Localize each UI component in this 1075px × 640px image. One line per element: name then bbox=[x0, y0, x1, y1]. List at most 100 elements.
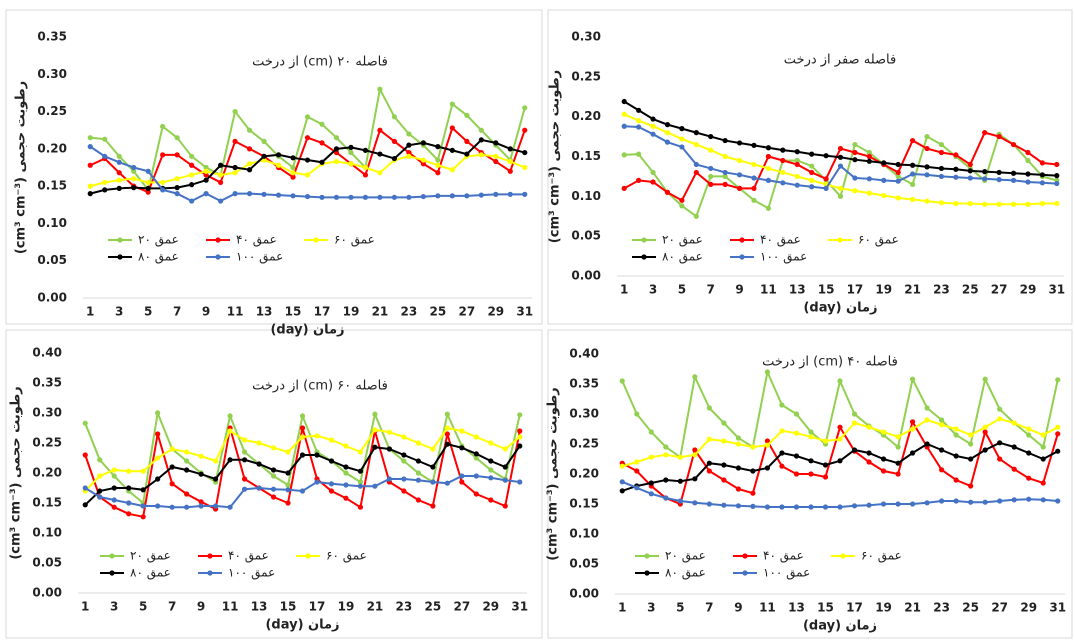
data-point bbox=[111, 485, 117, 491]
x-tick-label: 5 bbox=[678, 283, 686, 297]
x-tick-label: 13 bbox=[789, 283, 806, 297]
data-point bbox=[982, 169, 988, 175]
legend-label: عمق ۴۰ bbox=[228, 549, 269, 564]
data-point bbox=[415, 458, 421, 464]
y-tick-label: 0.15 bbox=[37, 179, 67, 193]
data-point bbox=[406, 131, 412, 137]
y-tick-label: 0.00 bbox=[571, 269, 601, 283]
data-point bbox=[967, 161, 973, 168]
data-point bbox=[285, 449, 291, 455]
data-point bbox=[198, 471, 204, 477]
y-tick-label: 0.05 bbox=[37, 253, 67, 267]
data-point bbox=[692, 476, 698, 482]
data-point bbox=[270, 473, 277, 479]
data-point bbox=[866, 158, 872, 164]
x-tick-label: 1 bbox=[620, 283, 628, 297]
x-tick-label: 31 bbox=[511, 600, 528, 614]
panel-frame bbox=[5, 329, 543, 639]
data-point bbox=[664, 130, 671, 136]
data-point bbox=[343, 495, 349, 501]
data-point bbox=[953, 432, 959, 438]
data-point bbox=[794, 157, 800, 164]
x-axis-label: زمان (day) bbox=[803, 619, 877, 634]
data-point bbox=[449, 167, 455, 173]
data-point bbox=[823, 153, 829, 159]
data-point bbox=[377, 127, 383, 133]
data-point bbox=[765, 153, 772, 160]
data-point bbox=[765, 165, 772, 172]
data-point bbox=[822, 438, 829, 444]
data-point bbox=[779, 463, 785, 469]
data-point bbox=[217, 179, 224, 186]
data-point bbox=[444, 441, 450, 447]
data-point bbox=[464, 151, 470, 157]
data-point bbox=[663, 477, 669, 483]
x-tick-label: 7 bbox=[168, 600, 176, 614]
data-point bbox=[357, 504, 364, 510]
data-point bbox=[793, 411, 800, 417]
data-point bbox=[621, 111, 627, 117]
x-tick-label: 13 bbox=[256, 305, 273, 319]
data-point bbox=[634, 468, 640, 474]
data-point bbox=[478, 192, 484, 198]
y-axis-label: رطوبت حجمی (cm³ cm⁻³) bbox=[9, 386, 24, 559]
x-tick-label: 25 bbox=[962, 601, 979, 615]
data-point bbox=[372, 483, 378, 489]
data-point bbox=[909, 137, 916, 144]
data-point bbox=[502, 464, 508, 470]
data-point bbox=[372, 444, 378, 450]
data-point bbox=[693, 169, 699, 176]
data-point bbox=[155, 455, 161, 461]
data-point bbox=[212, 458, 219, 464]
chart-title: فاصله ۶۰ (cm) از درخت bbox=[252, 379, 388, 394]
data-point bbox=[290, 170, 296, 176]
data-point bbox=[721, 438, 727, 444]
data-point bbox=[1039, 200, 1045, 207]
y-tick-label: 0.15 bbox=[569, 497, 599, 511]
data-point bbox=[97, 473, 103, 479]
data-point bbox=[765, 145, 772, 151]
data-point bbox=[362, 147, 369, 153]
y-tick-label: 0.35 bbox=[32, 376, 62, 390]
data-point bbox=[880, 468, 887, 474]
y-tick-label: 0.05 bbox=[569, 557, 599, 571]
data-point bbox=[174, 135, 180, 141]
legend-marker bbox=[305, 553, 311, 559]
data-point bbox=[126, 511, 132, 517]
data-point bbox=[881, 192, 887, 199]
data-point bbox=[391, 138, 398, 144]
data-point bbox=[174, 176, 180, 182]
data-point bbox=[362, 164, 369, 171]
x-tick-label: 29 bbox=[487, 305, 504, 319]
data-point bbox=[621, 98, 627, 105]
data-point bbox=[837, 163, 844, 169]
data-point bbox=[924, 172, 930, 178]
data-point bbox=[953, 152, 959, 158]
data-point bbox=[304, 193, 311, 200]
chart-title: فاصله ۲۰ (cm) از درخت bbox=[252, 55, 388, 70]
data-point bbox=[314, 433, 320, 439]
data-point bbox=[275, 152, 282, 158]
x-tick-label: 7 bbox=[707, 283, 715, 297]
data-point bbox=[677, 498, 683, 504]
data-point bbox=[837, 424, 843, 430]
data-point bbox=[650, 123, 656, 129]
data-point bbox=[736, 172, 743, 178]
data-point bbox=[464, 193, 470, 199]
x-tick-label: 11 bbox=[222, 600, 239, 614]
data-point bbox=[256, 440, 262, 446]
data-point bbox=[343, 482, 349, 488]
x-tick-label: 9 bbox=[734, 601, 742, 615]
data-point bbox=[837, 458, 843, 464]
data-point bbox=[708, 165, 714, 172]
data-point bbox=[328, 458, 335, 464]
data-point bbox=[764, 369, 771, 375]
x-tick-label: 15 bbox=[280, 600, 297, 614]
data-point bbox=[764, 438, 771, 444]
legend-marker bbox=[641, 254, 647, 260]
data-point bbox=[401, 488, 407, 494]
data-point bbox=[751, 161, 757, 168]
legend-label: عمق ۱۰۰ bbox=[760, 250, 807, 265]
data-point bbox=[444, 431, 450, 437]
x-tick-label: 3 bbox=[110, 600, 118, 614]
